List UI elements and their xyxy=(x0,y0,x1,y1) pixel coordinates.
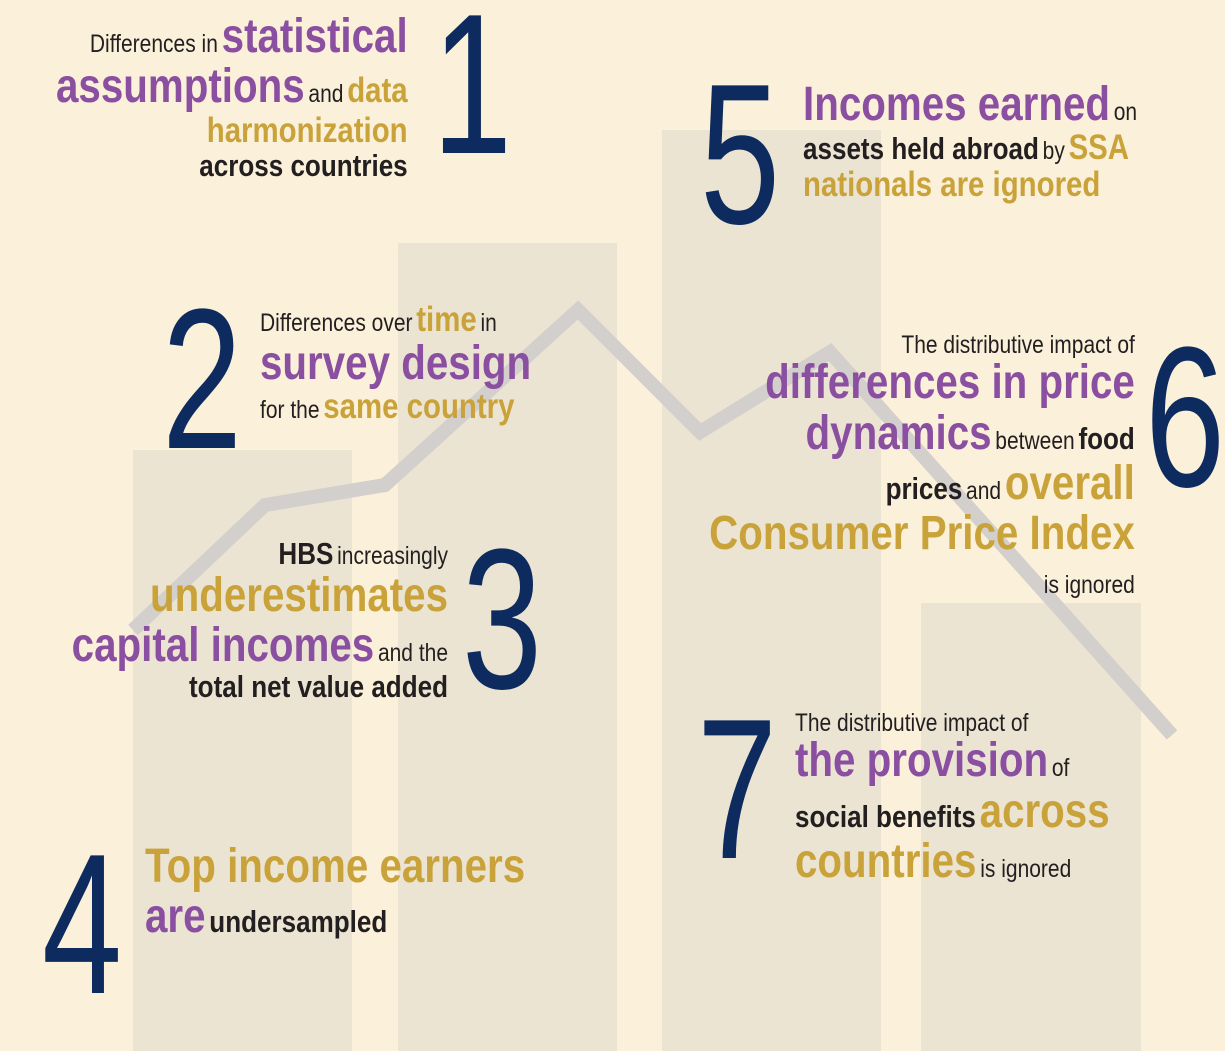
text: survey design xyxy=(260,336,532,390)
item-text: HBS increasingly underestimates capital … xyxy=(71,536,448,705)
decor-bar xyxy=(921,603,1141,1051)
item-text: The distributive impact of differences i… xyxy=(709,332,1135,610)
text: Differences in xyxy=(90,30,219,58)
text: Top income earners xyxy=(145,840,526,893)
text: countries xyxy=(795,835,977,889)
text: by xyxy=(1042,137,1065,166)
item-text: Differences in statistical assumptions a… xyxy=(56,10,408,183)
text: are xyxy=(145,890,206,944)
text: and the xyxy=(377,638,448,667)
text: differences in price xyxy=(765,356,1135,410)
item-text: Top income earners are undersampled xyxy=(145,840,526,944)
text: the provision xyxy=(795,734,1049,788)
text: food xyxy=(1078,420,1135,456)
text: overall xyxy=(1004,457,1135,511)
item-number: 4 xyxy=(42,813,123,1036)
text: of xyxy=(1051,754,1070,783)
decor-line xyxy=(128,300,1178,740)
item-text: The distributive impact of the provision… xyxy=(795,710,1110,887)
item-number: 5 xyxy=(700,43,781,266)
text: undersampled xyxy=(209,904,388,940)
item-number: 7 xyxy=(697,678,778,901)
decor-bar xyxy=(662,130,881,1051)
text: Consumer Price Index xyxy=(709,507,1135,561)
text: Differences over xyxy=(260,309,413,337)
text: nationals are ignored xyxy=(803,165,1101,205)
text: prices xyxy=(885,471,963,507)
text: underestimates xyxy=(149,568,448,622)
text: The distributive impact of xyxy=(795,709,1029,737)
text: across xyxy=(979,784,1110,838)
text: time xyxy=(416,300,477,339)
text: dynamics xyxy=(805,406,992,460)
text: on xyxy=(1113,98,1138,126)
text: assumptions xyxy=(56,60,306,114)
text: across countries xyxy=(199,147,408,183)
text: increasingly xyxy=(337,542,448,570)
text: in xyxy=(480,309,497,337)
text: capital incomes xyxy=(71,618,375,672)
text: between xyxy=(995,426,1075,455)
text: social benefits xyxy=(795,798,976,834)
text: data xyxy=(347,71,408,111)
text: Incomes earned xyxy=(803,78,1111,131)
text: harmonization xyxy=(207,110,408,150)
item-number: 1 xyxy=(432,0,513,196)
text: and xyxy=(966,477,1002,506)
text: total net value added xyxy=(188,669,448,705)
decor-bar xyxy=(133,450,352,1051)
text: is ignored xyxy=(980,855,1072,884)
text: HBS xyxy=(278,536,334,571)
item-number: 3 xyxy=(462,508,543,731)
text: The distributive impact of xyxy=(901,331,1135,359)
text: and xyxy=(308,80,344,109)
item-text: Incomes earned on assets held abroad by … xyxy=(803,78,1138,205)
text: assets held abroad xyxy=(803,131,1039,167)
text: SSA xyxy=(1068,128,1130,168)
text: is ignored xyxy=(1043,570,1135,599)
item-number: 2 xyxy=(162,268,243,491)
text: statistical xyxy=(221,10,408,63)
item-number: 6 xyxy=(1145,306,1225,529)
text: for the xyxy=(260,396,320,425)
item-text: Differences over time in survey design f… xyxy=(260,300,532,427)
text: same country xyxy=(323,387,515,427)
